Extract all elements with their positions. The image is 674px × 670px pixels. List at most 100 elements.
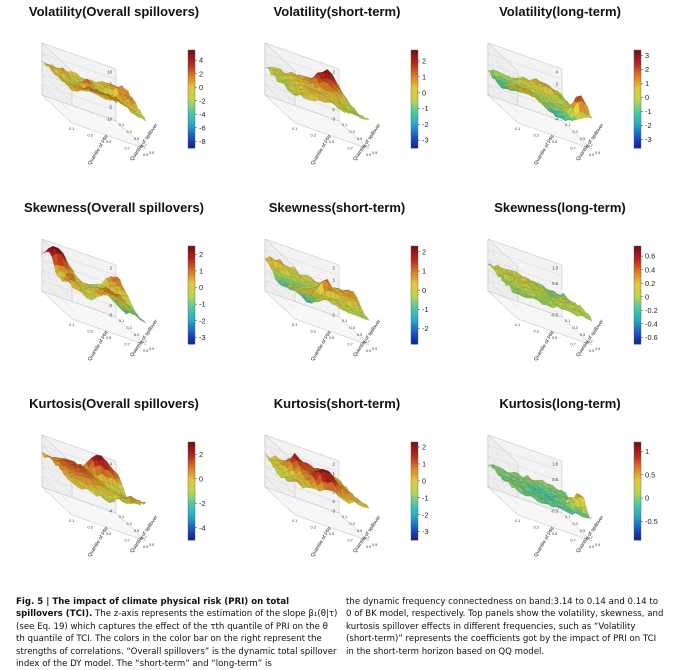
x-tick-label: 0.1 [515, 127, 520, 131]
x-tick-label: 0.3 [88, 134, 93, 138]
colorbar-segment [188, 297, 195, 300]
colorbar-segment [634, 258, 641, 261]
colorbar-segment [188, 315, 195, 318]
colorbar-segment [634, 484, 641, 487]
x-tick-label: 0.3 [311, 526, 316, 530]
colorbar-segment [411, 506, 418, 509]
y-tick-label: 0.1 [119, 319, 124, 323]
colorbar-segment [411, 469, 418, 472]
colorbar-segment [411, 290, 418, 293]
colorbar-segment [188, 528, 195, 531]
colorbar-segment [634, 442, 641, 445]
colorbar-segment [411, 285, 418, 288]
x-tick-label: 0.9 [589, 153, 594, 157]
colorbar-segment [634, 528, 641, 531]
colorbar-segment [411, 327, 418, 330]
colorbar: 20-2-4 [188, 442, 206, 540]
colorbar-segment [188, 310, 195, 313]
x-tick-label: 0.1 [515, 323, 520, 327]
colorbar-tick-label: -2 [422, 324, 429, 333]
colorbar-segment [634, 52, 641, 55]
colorbar-segment [188, 138, 195, 141]
colorbar-segment [188, 124, 195, 127]
colorbar-segment [634, 50, 641, 53]
colorbar-segment [411, 337, 418, 340]
colorbar-tick-label: -3 [199, 333, 206, 342]
colorbar-tick-label: -2 [422, 120, 429, 129]
colorbar-segment [411, 486, 418, 489]
colorbar-segment [634, 128, 641, 131]
colorbar-segment [411, 67, 418, 70]
x-tick-label: 0.9 [589, 545, 594, 549]
x-tick-label: 0.9 [366, 153, 371, 157]
colorbar-segment [634, 246, 641, 249]
colorbar-segment [634, 82, 641, 85]
colorbar-segment [188, 273, 195, 276]
colorbar-segment [411, 442, 418, 445]
colorbar-segment [411, 459, 418, 462]
colorbar: 210-1-2-3 [411, 442, 429, 540]
colorbar-segment [411, 79, 418, 82]
colorbar-segment [411, 62, 418, 65]
colorbar-segment [188, 481, 195, 484]
y-tick-label: 0.3 [573, 130, 578, 134]
y-tick-label: 0.3 [350, 326, 355, 330]
colorbar-segment [634, 273, 641, 276]
colorbar-segment [411, 283, 418, 286]
colorbar-segment [634, 462, 641, 465]
colorbar-tick-label: -1 [422, 305, 429, 314]
panel-title: Kurtosis(Overall spillovers) [2, 396, 226, 411]
colorbar-segment [411, 464, 418, 467]
colorbar-segment [411, 82, 418, 85]
colorbar-segment [411, 99, 418, 102]
colorbar-segment [188, 114, 195, 117]
colorbar-tick-label: 0 [645, 292, 649, 301]
colorbar-segment [188, 329, 195, 332]
colorbar-segment [411, 481, 418, 484]
colorbar-segment [188, 278, 195, 281]
colorbar-segment [634, 295, 641, 298]
colorbar-segment [634, 97, 641, 100]
panel-title: Volatility(Overall spillovers) [2, 4, 226, 19]
colorbar: 10.50-0.5 [634, 442, 658, 540]
colorbar-segment [634, 57, 641, 60]
y-tick-label: 0.3 [573, 326, 578, 330]
colorbar-segment [634, 327, 641, 330]
x-tick-label: 0.1 [69, 519, 74, 523]
colorbar-segment [188, 520, 195, 523]
colorbar-segment [411, 119, 418, 122]
colorbar-segment [188, 317, 195, 320]
colorbar-segment [634, 261, 641, 264]
colorbar-segment [634, 124, 641, 127]
colorbar-segment [188, 72, 195, 75]
colorbar-segment [188, 332, 195, 335]
colorbar-segment [634, 481, 641, 484]
colorbar-segment [634, 310, 641, 313]
colorbar-segment [411, 114, 418, 117]
colorbar-segment [634, 126, 641, 129]
colorbar-segment [634, 506, 641, 509]
colorbar-segment [411, 246, 418, 249]
x-axis-title: Quantile of PRI [87, 526, 110, 558]
colorbar-tick-label: -6 [199, 123, 206, 132]
colorbar-segment [411, 87, 418, 90]
colorbar-segment [188, 251, 195, 254]
colorbar-segment [411, 449, 418, 452]
colorbar-segment [634, 447, 641, 450]
colorbar-tick-label: 0.2 [645, 279, 655, 288]
colorbar-segment [188, 131, 195, 134]
colorbar-segment [188, 82, 195, 85]
colorbar-segment [188, 523, 195, 526]
colorbar-segment [188, 128, 195, 131]
colorbar-segment [411, 329, 418, 332]
colorbar-segment [634, 60, 641, 63]
colorbar-segment [188, 322, 195, 325]
colorbar-segment [188, 449, 195, 452]
colorbar-segment [634, 320, 641, 323]
colorbar-segment [188, 52, 195, 55]
colorbar-segment [188, 280, 195, 283]
x-tick-label: 0.1 [292, 519, 297, 523]
y-tick-label: 0.9 [149, 543, 154, 547]
x-axis-title: Quantile of PRI [310, 330, 333, 362]
